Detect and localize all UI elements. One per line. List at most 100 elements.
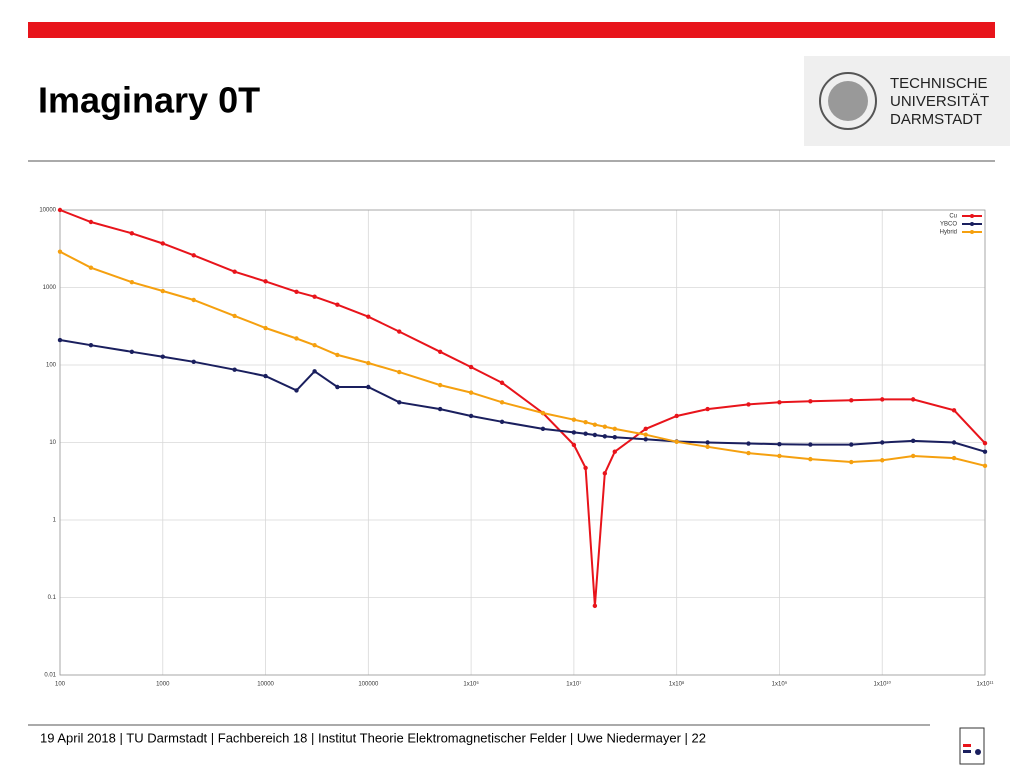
point-marker bbox=[674, 439, 679, 445]
point-marker bbox=[437, 349, 443, 355]
point-marker bbox=[468, 413, 474, 419]
logo-text: UNIVERSITÄT bbox=[890, 93, 989, 110]
footer-text: 19 April 2018 | TU Darmstadt | Fachberei… bbox=[40, 730, 706, 745]
footer-logo bbox=[959, 727, 985, 765]
point-marker bbox=[643, 426, 648, 432]
point-marker bbox=[88, 219, 94, 225]
legend-label: Hybrid bbox=[940, 230, 957, 236]
point-marker bbox=[397, 369, 402, 375]
point-marker bbox=[592, 422, 598, 427]
y-tick-label: 1000 bbox=[43, 285, 57, 291]
point-marker bbox=[129, 349, 135, 355]
x-tick-label: 100000 bbox=[358, 682, 379, 688]
point-marker bbox=[808, 399, 813, 404]
point-marker bbox=[88, 343, 94, 348]
point-marker bbox=[571, 430, 577, 435]
point-marker bbox=[571, 442, 577, 448]
point-marker bbox=[746, 450, 751, 456]
point-marker bbox=[540, 410, 546, 416]
point-marker bbox=[592, 603, 598, 609]
x-tick-label: 10000 bbox=[257, 682, 274, 688]
legend-marker bbox=[970, 214, 974, 218]
x-tick-label: 1000 bbox=[156, 682, 170, 688]
point-marker bbox=[777, 453, 782, 459]
point-marker bbox=[191, 253, 196, 258]
point-marker bbox=[982, 463, 988, 469]
point-marker bbox=[263, 279, 268, 284]
point-marker bbox=[499, 419, 505, 424]
point-marker bbox=[312, 294, 317, 299]
point-marker bbox=[705, 406, 710, 412]
x-tick-label: 1x10¹⁰ bbox=[874, 681, 892, 688]
point-marker bbox=[191, 359, 196, 364]
point-marker bbox=[468, 390, 474, 395]
point-marker bbox=[951, 440, 957, 445]
point-marker bbox=[160, 354, 165, 359]
point-marker bbox=[335, 352, 340, 358]
point-marker bbox=[880, 440, 885, 445]
point-marker bbox=[499, 380, 505, 385]
point-marker bbox=[437, 406, 443, 412]
point-marker bbox=[880, 458, 885, 463]
legend-marker bbox=[970, 222, 974, 226]
legend-label: YBCO bbox=[940, 222, 957, 228]
point-marker bbox=[583, 465, 588, 471]
point-marker bbox=[674, 413, 679, 419]
point-marker bbox=[312, 343, 317, 348]
point-marker bbox=[397, 400, 402, 405]
point-marker bbox=[849, 442, 854, 447]
point-marker bbox=[880, 397, 885, 402]
point-marker bbox=[777, 400, 782, 405]
x-tick-label: 100 bbox=[55, 682, 66, 688]
point-marker bbox=[232, 313, 237, 319]
legend-label: Cu bbox=[949, 214, 957, 220]
point-marker bbox=[366, 384, 371, 390]
point-marker bbox=[57, 249, 63, 254]
logo-text: DARMSTADT bbox=[890, 111, 982, 128]
point-marker bbox=[643, 432, 648, 437]
point-marker bbox=[602, 471, 608, 476]
point-marker bbox=[602, 424, 608, 429]
point-marker bbox=[849, 398, 854, 403]
point-marker bbox=[951, 455, 957, 461]
y-tick-label: 1 bbox=[53, 518, 57, 524]
point-marker bbox=[335, 384, 340, 390]
point-marker bbox=[335, 302, 340, 307]
point-marker bbox=[191, 297, 196, 303]
point-marker bbox=[592, 432, 598, 438]
logo-emblem bbox=[819, 72, 877, 130]
point-marker bbox=[643, 437, 648, 442]
point-marker bbox=[366, 360, 371, 366]
legend-marker bbox=[970, 230, 974, 234]
point-marker bbox=[294, 336, 299, 341]
point-marker bbox=[468, 364, 474, 370]
point-marker bbox=[808, 456, 813, 462]
x-tick-label: 1x10⁸ bbox=[669, 681, 685, 688]
y-tick-label: 0.01 bbox=[44, 673, 56, 679]
point-marker bbox=[263, 373, 268, 379]
point-marker bbox=[57, 337, 63, 343]
point-marker bbox=[499, 400, 505, 405]
point-marker bbox=[612, 449, 617, 454]
y-tick-label: 10 bbox=[49, 440, 56, 446]
point-marker bbox=[746, 441, 751, 446]
footer-logo-bar bbox=[963, 744, 971, 747]
point-marker bbox=[232, 367, 237, 372]
point-marker bbox=[129, 231, 135, 236]
footer-logo-dot bbox=[975, 749, 981, 755]
y-tick-label: 10000 bbox=[39, 208, 56, 214]
point-marker bbox=[612, 435, 617, 440]
y-tick-label: 0.1 bbox=[48, 595, 57, 601]
point-marker bbox=[910, 453, 916, 459]
point-marker bbox=[705, 440, 710, 445]
logo-text: TECHNISCHE bbox=[890, 75, 988, 92]
point-marker bbox=[910, 438, 916, 444]
footer-logo-bar bbox=[963, 750, 971, 753]
point-marker bbox=[397, 329, 402, 334]
point-marker bbox=[294, 388, 299, 393]
x-tick-label: 1x10⁶ bbox=[463, 681, 479, 688]
point-marker bbox=[160, 288, 165, 294]
point-marker bbox=[437, 382, 443, 388]
point-marker bbox=[366, 314, 371, 319]
